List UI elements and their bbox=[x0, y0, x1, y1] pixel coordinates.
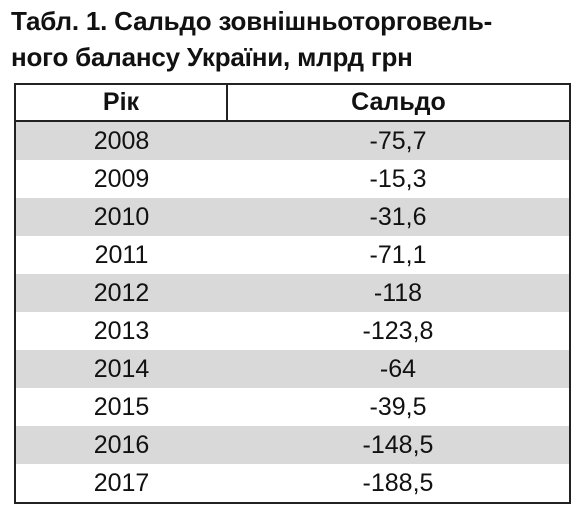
balance-cell: -15,3 bbox=[369, 164, 427, 193]
balance-cell: -75,7 bbox=[227, 121, 570, 160]
table-row: 2011 -71,1 bbox=[15, 236, 570, 274]
balance-column-header: Сальдо bbox=[227, 84, 570, 122]
year-cell: 2016 bbox=[15, 426, 227, 464]
table-row: 2014 -64 bbox=[15, 350, 570, 388]
balance-cell: -123,8 bbox=[362, 316, 434, 345]
caption-line-2: ного балансу України, млрд грн bbox=[11, 42, 413, 72]
year-cell: 2015 bbox=[93, 392, 150, 421]
caption-line-1: Табл. 1. Сальдо зовнішньоторговель- bbox=[11, 6, 493, 36]
year-cell: 2011 bbox=[94, 240, 149, 269]
table-caption: Табл. 1. Сальдо зовнішньоторговель- ного… bbox=[11, 3, 577, 75]
year-cell: 2013 bbox=[93, 316, 150, 345]
year-column-header: Рік bbox=[15, 84, 228, 122]
balance-cell: -118 bbox=[227, 274, 570, 312]
year-cell: 2017 bbox=[93, 468, 150, 497]
table-row: 2010 -31,6 bbox=[15, 198, 570, 236]
table-row: 2017 -188,5 bbox=[15, 464, 570, 503]
table-row: 2015 -39,5 bbox=[15, 388, 570, 426]
year-cell: 2014 bbox=[15, 350, 227, 388]
table-row: 2008 -75,7 bbox=[15, 121, 570, 160]
trade-balance-table: Рік Сальдо 2008 -75,7 2009 -15,3 2010 -3… bbox=[14, 83, 571, 504]
header-row: Рік Сальдо bbox=[15, 84, 570, 122]
balance-cell: -71,1 bbox=[369, 240, 427, 269]
year-cell: 2010 bbox=[15, 198, 227, 236]
balance-cell: -188,5 bbox=[362, 468, 434, 497]
year-cell: 2008 bbox=[15, 121, 227, 160]
year-cell: 2012 bbox=[15, 274, 227, 312]
balance-cell: -148,5 bbox=[227, 426, 570, 464]
table-row: 2016 -148,5 bbox=[15, 426, 570, 464]
balance-cell: -64 bbox=[227, 350, 570, 388]
balance-cell: -31,6 bbox=[227, 198, 570, 236]
year-cell: 2009 bbox=[93, 164, 150, 193]
balance-cell: -39,5 bbox=[369, 392, 427, 421]
table-row: 2009 -15,3 bbox=[15, 160, 570, 198]
table-row: 2013 -123,8 bbox=[15, 312, 570, 350]
table-row: 2012 -118 bbox=[15, 274, 570, 312]
